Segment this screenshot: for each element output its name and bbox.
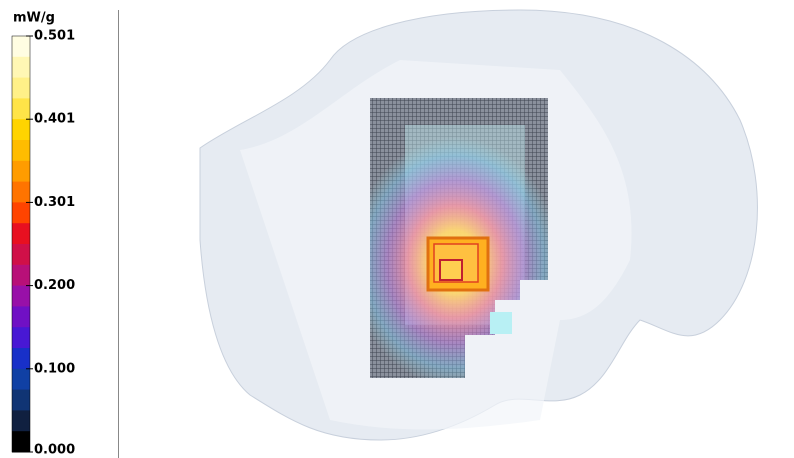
- colorbar-band: [12, 389, 30, 411]
- colorbar-band: [12, 36, 30, 58]
- colorbar-band: [12, 285, 30, 307]
- colorbar-band: [12, 244, 30, 266]
- colorbar-band: [12, 264, 30, 287]
- zoom-scan: [426, 236, 490, 292]
- colorbar-tick-label: 0.100: [34, 361, 75, 376]
- colorbar-band: [12, 223, 30, 245]
- colorbar-band: [12, 181, 30, 203]
- colorbar-band: [12, 98, 30, 120]
- colorbar-band: [12, 368, 30, 391]
- colorbar-band: [12, 56, 30, 79]
- colorbar-band: [12, 327, 30, 349]
- colorbar-band: [12, 431, 30, 453]
- colorbar: 0.501 0.401 0.301 0.200 0.100 0.000: [11, 29, 75, 458]
- colorbar-band: [12, 119, 30, 141]
- colorbar-tick-label: 0.501: [34, 29, 75, 44]
- colorbar-band: [12, 160, 30, 183]
- probe-marker: [490, 312, 512, 334]
- colorbar-band: [12, 140, 30, 162]
- colorbar-tick-label: 0.301: [34, 195, 75, 210]
- colorbar-band: [12, 410, 30, 432]
- colorbar-band: [12, 306, 30, 328]
- colorbar-tick-label: 0.200: [34, 278, 75, 293]
- colorbar-tick-label: 0.000: [34, 443, 75, 458]
- colorbar-band: [12, 77, 30, 99]
- colorbar-frame: [11, 35, 31, 453]
- colorbar-tick-label: 0.401: [34, 112, 75, 127]
- colorbar-unit: mW/g: [13, 11, 55, 26]
- colorbar-band: [12, 202, 30, 224]
- colorbar-band: [12, 348, 30, 370]
